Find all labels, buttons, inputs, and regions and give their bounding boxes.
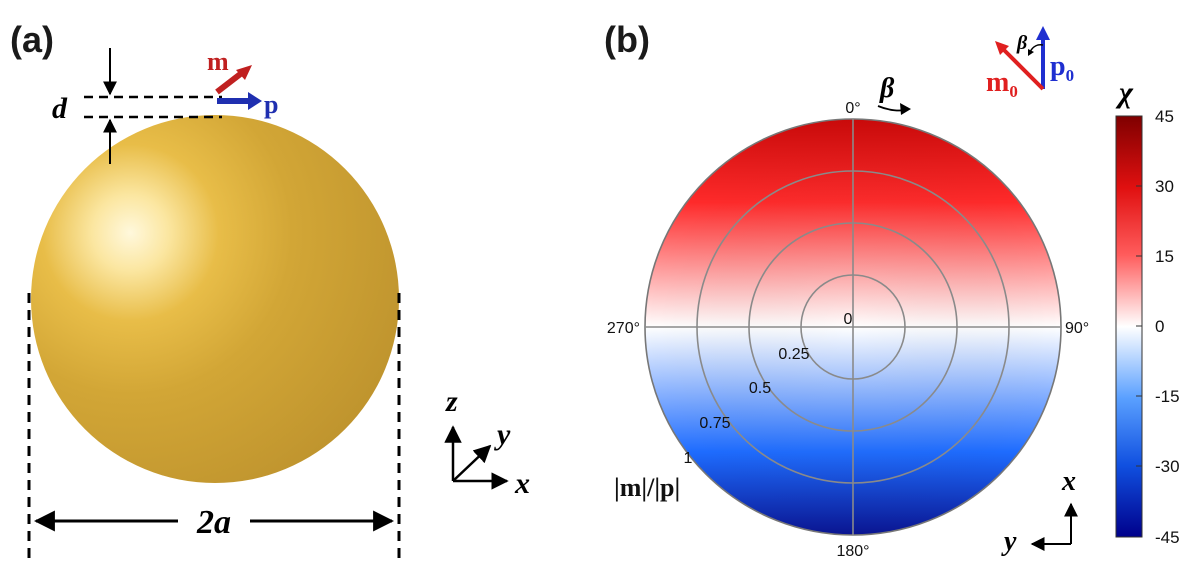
radial-label-025: 0.25 [778, 346, 809, 363]
panel-b: (b) 0° 90° 180° 270° 0 0.25 0.5 0.75 1 |… [604, 19, 1180, 560]
gold-sphere [31, 115, 399, 483]
coordinate-axes-a [444, 425, 509, 490]
colorbar-tick-30: 30 [1155, 177, 1174, 196]
inset-m-label: m0 [986, 67, 1018, 101]
angle-label-left: 270° [607, 320, 640, 337]
beta-arrow-head [900, 103, 911, 115]
z-axis-label: z [445, 385, 458, 418]
radial-axis-label: |m|/|p| [614, 473, 680, 502]
angle-label-right: 90° [1065, 320, 1089, 337]
gap-d-label: d [52, 92, 68, 125]
p-label: p [264, 90, 278, 119]
y-axis-label-b: y [1001, 526, 1017, 557]
inset-beta-label: β [1016, 32, 1028, 54]
m-arrow [215, 65, 252, 95]
colorbar-title: χ [1115, 76, 1134, 109]
colorbar-tick-neg15: -15 [1155, 387, 1180, 406]
x-axis-label: x [514, 467, 530, 500]
m-label: m [207, 47, 229, 76]
coordinate-axes-b [1030, 502, 1078, 551]
radial-label-1: 1 [684, 450, 693, 467]
colorbar-tick-marks [1136, 115, 1142, 538]
panel-a-label: (a) [10, 19, 54, 60]
colorbar-tick-45: 45 [1155, 107, 1174, 126]
radial-label-0: 0 [844, 311, 853, 328]
radial-label-075: 0.75 [699, 415, 730, 432]
colorbar-tick-neg45: -45 [1155, 528, 1180, 547]
inset-p-label: p0 [1050, 51, 1074, 85]
polar-grid [644, 118, 1062, 536]
panel-b-label: (b) [604, 19, 650, 60]
colorbar-tick-0: 0 [1155, 317, 1164, 336]
x-axis-label-b: x [1061, 466, 1076, 497]
p-arrow [217, 92, 262, 110]
angle-label-bottom: 180° [836, 543, 869, 560]
beta-label: β [879, 73, 895, 104]
y-axis-label: y [494, 418, 511, 451]
colorbar-tick-15: 15 [1155, 247, 1174, 266]
angle-label-top: 0° [845, 100, 860, 117]
colorbar-tick-neg30: -30 [1155, 457, 1180, 476]
panel-a: (a) d m p 2a z y x [10, 19, 530, 559]
dipole-inset [995, 26, 1050, 91]
diameter-2a-label: 2a [196, 504, 231, 541]
radial-label-05: 0.5 [749, 380, 771, 397]
